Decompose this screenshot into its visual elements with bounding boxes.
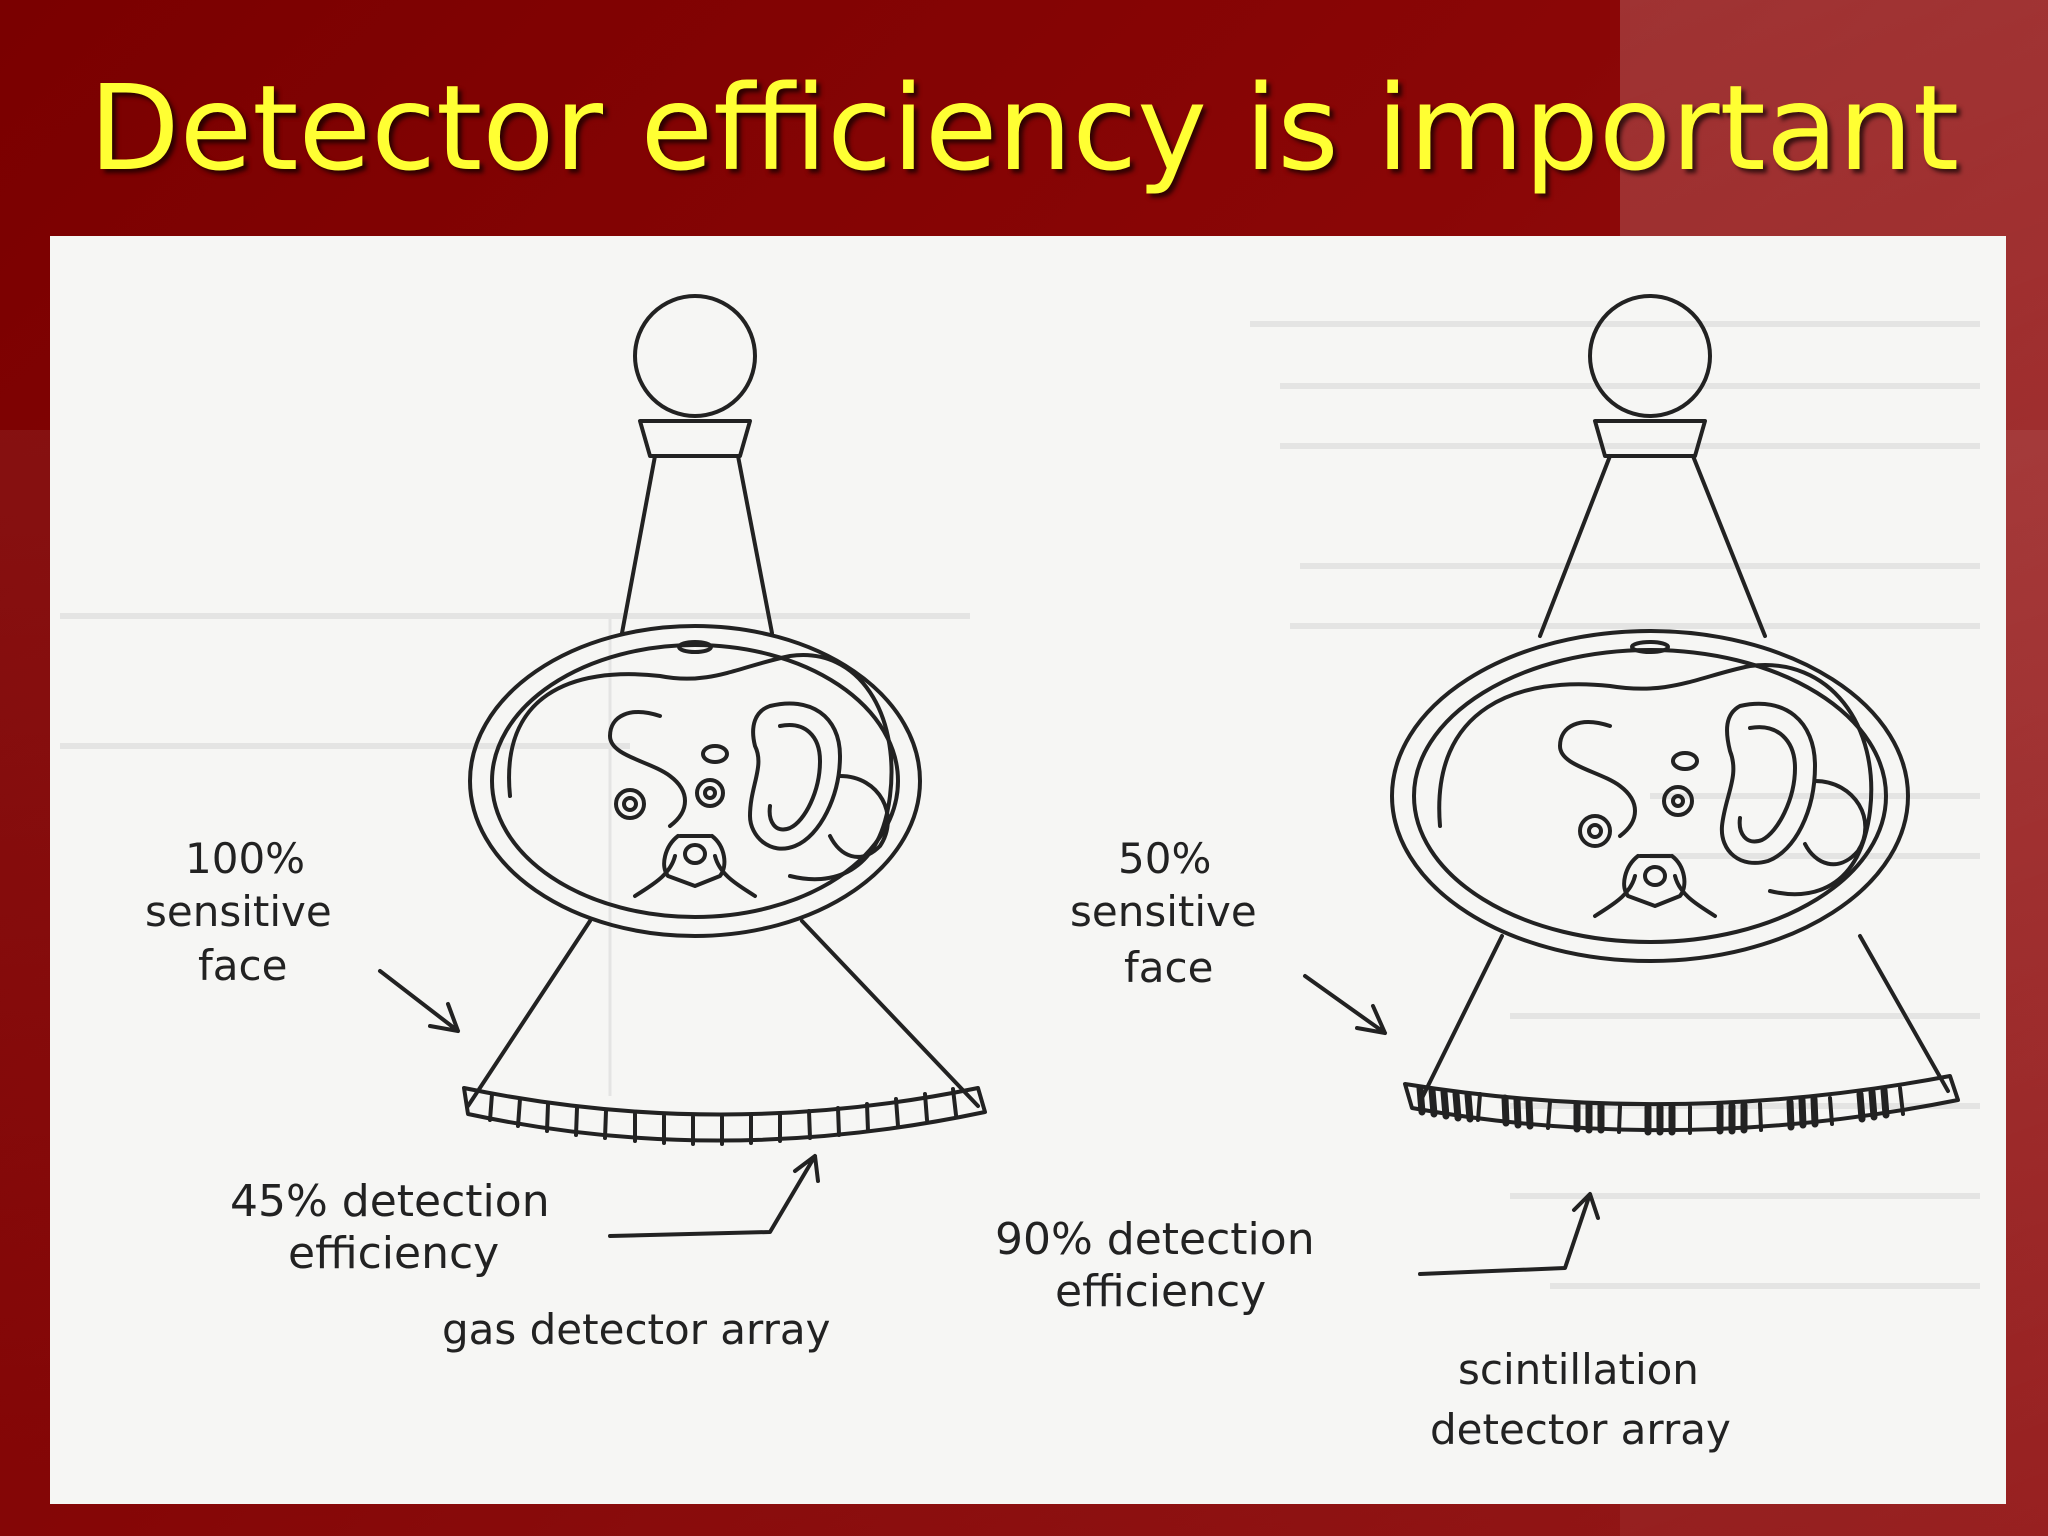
right-sensitive-percent: 50%	[1118, 834, 1211, 883]
right-xray-tube-icon	[1588, 294, 1712, 458]
left-body-cross-section-icon	[468, 624, 922, 938]
right-efficiency-line-1: 90% detection	[995, 1214, 1315, 1265]
right-efficiency-line-2: efficiency	[1055, 1266, 1266, 1317]
slide-title: Detector efficiency is important	[88, 59, 1960, 197]
left-efficiency-line-1: 45% detection	[230, 1176, 550, 1227]
left-xray-beam-bottom	[466, 919, 980, 1108]
right-diagram	[1303, 294, 1960, 1276]
left-efficiency-arrow	[608, 1154, 820, 1238]
right-body-cross-section-icon	[1390, 629, 1910, 963]
left-sensitive-label-1: sensitive	[145, 887, 332, 936]
diagram-figure: 100% sensitive face 45% detection effici…	[50, 236, 2006, 1504]
right-sensitive-face-arrow	[1303, 974, 1387, 1035]
left-xray-beam-top	[620, 454, 774, 635]
right-sensitive-label-1: sensitive	[1070, 887, 1257, 936]
left-xray-tube-icon	[633, 294, 757, 458]
left-efficiency-line-2: efficiency	[288, 1228, 499, 1279]
right-scintillation-detector-array	[1403, 1074, 1960, 1136]
right-xray-beam-top	[1538, 454, 1767, 638]
left-gas-detector-array	[462, 1086, 987, 1146]
right-xray-beam-bottom	[1420, 934, 1950, 1100]
right-sensitive-label-2: face	[1124, 943, 1213, 992]
left-array-label: gas detector array	[442, 1305, 830, 1354]
left-sensitive-label-2: face	[198, 941, 287, 990]
diagram-svg: 100% sensitive face 45% detection effici…	[60, 294, 1980, 1454]
left-sensitive-percent: 100%	[185, 834, 305, 883]
right-efficiency-arrow	[1418, 1192, 1600, 1276]
right-array-label-1: scintillation	[1458, 1345, 1699, 1394]
left-diagram	[378, 294, 987, 1238]
right-array-label-2: detector array	[1430, 1405, 1731, 1454]
left-sensitive-face-arrow	[378, 969, 460, 1033]
